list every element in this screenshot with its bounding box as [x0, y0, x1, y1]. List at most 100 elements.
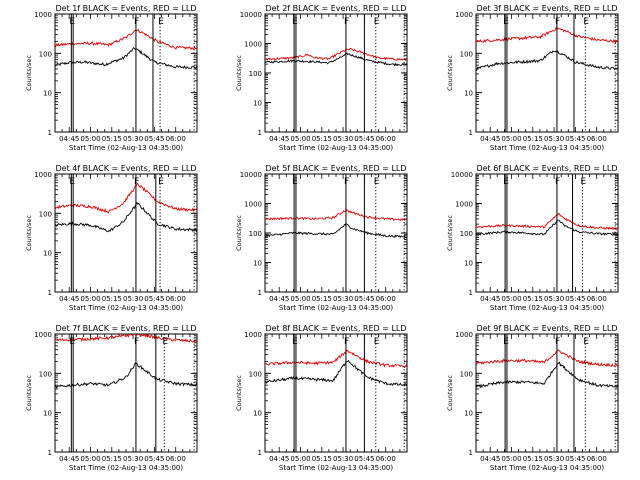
panel-det-9: Det 9f BLACK = Events, RED = LLD 1 10 100 10…: [446, 324, 619, 472]
time-marker-label: E: [69, 337, 75, 347]
panel-title: Det 9f BLACK = Events, RED = LLD: [476, 324, 617, 333]
y-tick-label: 10: [464, 410, 473, 418]
axes-frame: [475, 333, 619, 453]
y-tick-label: 1000: [244, 201, 262, 209]
y-axis-label: Counts/sec: [235, 215, 243, 251]
x-tick-label: 06:00: [376, 455, 396, 463]
panel-title: Det 8f BLACK = Events, RED = LLD: [265, 324, 406, 333]
x-tick-label: 05:30: [123, 295, 143, 303]
x-tick-label: 06:00: [587, 295, 607, 303]
y-tick-label: 1000: [455, 11, 473, 19]
x-tick-label: 04:45: [59, 295, 79, 303]
x-tick-label: 04:45: [269, 295, 289, 303]
series-events: [476, 50, 618, 71]
x-tick-label: 06:00: [166, 455, 186, 463]
x-tick-label: 05:30: [123, 135, 143, 143]
panel-det-1: Det 1f BLACK = Events, RED = LLD 1 10 100 10…: [25, 4, 198, 152]
x-tick-label: 04:45: [59, 135, 79, 143]
y-axis-label: Counts/sec: [235, 375, 243, 411]
time-marker-label: F: [344, 17, 349, 27]
y-tick-label: 10: [464, 260, 473, 268]
x-tick-label: 05:15: [312, 135, 332, 143]
time-marker-label: F: [555, 17, 560, 27]
y-axis-label: Counts/sec: [446, 375, 454, 411]
y-axis-label: Counts/sec: [25, 375, 33, 411]
x-tick-label: 05:00: [80, 455, 100, 463]
y-tick-label: 10: [253, 260, 262, 268]
x-tick-label: 05:00: [290, 455, 310, 463]
series-events: [55, 47, 197, 70]
time-marker-label: E: [292, 337, 298, 347]
y-tick-label: 100: [39, 50, 52, 58]
y-tick-label: 1000: [34, 11, 52, 19]
x-axis-label: Start Time (02-Aug-13 04:35:00): [279, 304, 393, 312]
x-tick-label: 04:45: [480, 295, 500, 303]
x-tick-label: 05:30: [544, 135, 564, 143]
axes-frame: [264, 13, 408, 133]
panel-det-6: Det 6f BLACK = Events, RED = LLD 1 10 100 10…: [446, 164, 619, 312]
series-events: [265, 359, 407, 387]
series-lld: [476, 26, 618, 44]
y-tick-label: 10: [253, 100, 262, 108]
x-tick-label: 06:00: [166, 295, 186, 303]
time-marker-label: E: [581, 177, 587, 187]
y-tick-label: 100: [39, 370, 52, 378]
y-tick-label: 10000: [240, 171, 262, 179]
time-marker-label: E: [292, 177, 298, 187]
axes-frame: [264, 333, 408, 453]
time-marker-label: E: [583, 337, 589, 347]
y-tick-label: 10: [253, 410, 262, 418]
panel-title: Det 3f BLACK = Events, RED = LLD: [476, 4, 617, 13]
y-axis-label: Counts/sec: [446, 55, 454, 91]
x-tick-label: 04:45: [480, 455, 500, 463]
x-tick-label: 05:15: [102, 135, 122, 143]
time-marker-label: E: [292, 17, 298, 27]
x-tick-label: 06:00: [376, 295, 396, 303]
y-tick-label: 1000: [455, 201, 473, 209]
time-marker-label: F: [555, 337, 560, 347]
y-tick-label: 100: [460, 50, 473, 58]
x-axis-label: Start Time (02-Aug-13 04:35:00): [490, 464, 604, 472]
series-lld: [265, 47, 407, 62]
x-tick-label: 05:45: [565, 455, 585, 463]
panel-title: Det 4f BLACK = Events, RED = LLD: [55, 164, 196, 173]
time-marker-label: F: [344, 337, 349, 347]
x-tick-label: 05:00: [290, 295, 310, 303]
axes-frame: [54, 333, 198, 453]
series-lld: [476, 212, 618, 231]
panel-title: Det 6f BLACK = Events, RED = LLD: [476, 164, 617, 173]
time-marker-label: F: [134, 17, 139, 27]
series-events: [55, 201, 197, 233]
x-tick-label: 05:45: [354, 455, 374, 463]
time-marker-label: E: [158, 177, 164, 187]
x-tick-label: 05:45: [565, 135, 585, 143]
panel-det-3: Det 3f BLACK = Events, RED = LLD 1 10 100 10…: [446, 4, 619, 152]
y-tick-label: 1000: [244, 41, 262, 49]
x-tick-label: 06:00: [166, 135, 186, 143]
y-axis-label: Counts/sec: [25, 215, 33, 251]
series-events: [476, 219, 618, 237]
panel-det-4: Det 4f BLACK = Events, RED = LLD 1 10 100 10…: [25, 164, 198, 312]
panel-title: Det 5f BLACK = Events, RED = LLD: [265, 164, 406, 173]
x-tick-label: 05:45: [144, 135, 164, 143]
x-tick-label: 05:00: [501, 455, 521, 463]
x-tick-label: 06:00: [587, 135, 607, 143]
y-tick-label: 10: [43, 410, 52, 418]
time-marker-label: E: [374, 337, 380, 347]
x-tick-label: 06:00: [587, 455, 607, 463]
time-marker-label: E: [69, 17, 75, 27]
x-tick-label: 05:30: [333, 135, 353, 143]
time-marker-label: E: [503, 177, 509, 187]
time-marker-label: E: [158, 17, 164, 27]
panel-det-2: Det 2f BLACK = Events, RED = LLD 1 10 100 10…: [235, 4, 408, 152]
x-tick-label: 05:15: [102, 295, 122, 303]
x-axis-label: Start Time (02-Aug-13 04:35:00): [279, 144, 393, 152]
x-tick-label: 06:00: [376, 135, 396, 143]
time-marker-label: F: [555, 177, 560, 187]
series-lld: [55, 29, 197, 51]
y-tick-label: 1000: [244, 331, 262, 339]
x-tick-label: 05:30: [123, 455, 143, 463]
time-marker-label: E: [374, 17, 380, 27]
x-axis-label: Start Time (02-Aug-13 04:35:00): [490, 144, 604, 152]
